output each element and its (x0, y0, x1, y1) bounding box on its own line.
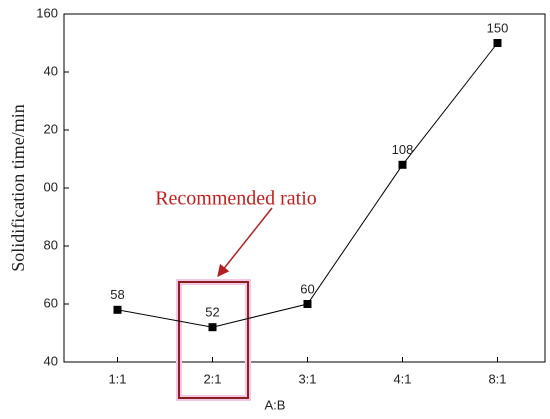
x-tick-label: 8:1 (488, 371, 506, 386)
marker (113, 305, 122, 314)
y-tick-label: 20 (44, 121, 58, 136)
y-tick-label: 60 (44, 295, 58, 310)
x-tick-label: 1:1 (108, 371, 126, 386)
x-tick-label: 2:1 (203, 371, 221, 386)
data-label: 108 (392, 142, 414, 157)
data-label: 58 (110, 287, 124, 302)
marker (303, 300, 312, 308)
x-tick-label: 3:1 (298, 371, 316, 386)
x-tick-label: 4:1 (393, 371, 411, 386)
data-label: 52 (205, 305, 219, 320)
y-axis-label: Solidification time/min (8, 104, 28, 271)
y-tick-label: 40 (44, 353, 58, 368)
y-tick-label: 40 (44, 63, 58, 78)
marker (493, 39, 502, 47)
data-label: 150 (487, 20, 509, 35)
x-axis-label: A:B (265, 397, 286, 412)
marker (208, 323, 217, 332)
y-tick-label: 00 (44, 179, 58, 194)
data-label: 60 (300, 281, 314, 296)
y-tick-label: 160 (36, 5, 58, 20)
annotation: Recommended ratio (155, 188, 317, 210)
highlight-box (178, 281, 249, 399)
annotation-arrow (217, 207, 273, 277)
marker (398, 160, 407, 169)
y-tick-label: 80 (44, 237, 58, 252)
